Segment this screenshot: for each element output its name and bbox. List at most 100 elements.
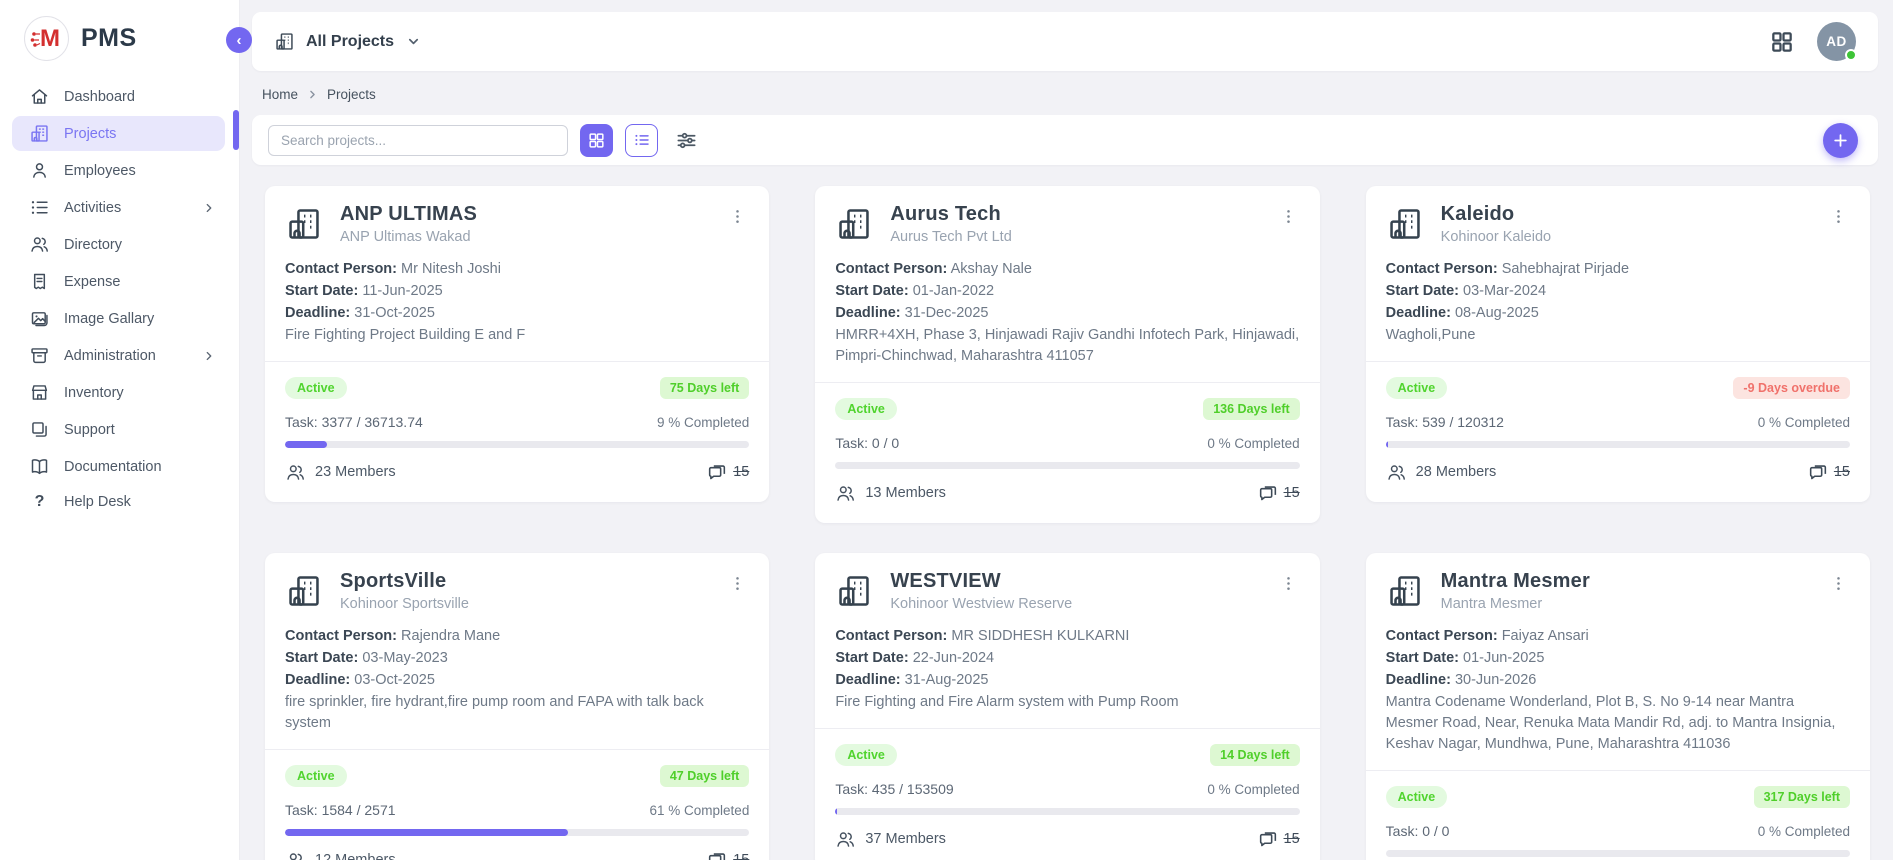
active-item-indicator — [233, 110, 239, 150]
sidebar-item-help-desk[interactable]: ? Help Desk — [12, 486, 225, 518]
project-description: Wagholi,Pune — [1385, 327, 1476, 343]
deadline-value: 08-Aug-2025 — [1454, 305, 1539, 321]
project-card[interactable]: WESTVIEW Kohinoor Westview Reserve Conta… — [815, 553, 1320, 860]
filter-sliders-icon[interactable] — [671, 125, 701, 155]
sidebar-item-employees[interactable]: Employees — [12, 153, 225, 188]
sidebar-item-projects[interactable]: Projects — [12, 116, 225, 151]
start-date-value: 11-Jun-2025 — [362, 283, 443, 299]
grid-view-button[interactable] — [580, 123, 613, 157]
progress-bar — [285, 441, 750, 448]
project-title: WESTVIEW — [890, 570, 1001, 592]
task-count: Task: 0 / 0 — [835, 435, 900, 451]
progress-fill — [285, 441, 327, 448]
sidebar-item-label: Dashboard — [64, 88, 135, 105]
book-icon — [29, 456, 50, 477]
sidebar-item-label: Help Desk — [64, 494, 131, 510]
sidebar-item-administration[interactable]: Administration — [12, 338, 225, 373]
chat-button[interactable]: 15 — [1807, 461, 1850, 483]
progress-bar — [835, 808, 1300, 815]
card-menu-button[interactable] — [1827, 570, 1850, 597]
project-card[interactable]: ANP ULTIMAS ANP Ultimas Wakad Contact Pe… — [265, 186, 770, 502]
card-menu-button[interactable] — [1277, 203, 1300, 230]
breadcrumb: Home Projects — [262, 87, 1878, 102]
progress-bar — [285, 829, 750, 836]
start-date-value: 01-Jun-2025 — [1463, 650, 1545, 666]
completed-percent: 0 % Completed — [1207, 781, 1300, 797]
deadline-value: 03-Oct-2025 — [354, 672, 435, 688]
people-icon — [29, 234, 50, 255]
sidebar-item-label: Inventory — [64, 384, 124, 401]
chat-button[interactable]: 15 — [1257, 828, 1300, 850]
members-icon — [1386, 462, 1407, 483]
sidebar-item-image-gallary[interactable]: Image Gallary — [12, 301, 225, 336]
sidebar-item-inventory[interactable]: Inventory — [12, 375, 225, 410]
apps-grid-icon[interactable] — [1769, 29, 1795, 55]
task-count: Task: 539 / 120312 — [1385, 414, 1504, 430]
status-badge: Active — [835, 744, 897, 766]
chevron-down-icon — [407, 35, 420, 48]
task-count: Task: 1584 / 2571 — [285, 802, 396, 818]
project-scope-selector[interactable]: All Projects — [274, 31, 420, 52]
start-date-label: Start Date: — [835, 650, 909, 666]
building-icon — [285, 572, 323, 610]
person-icon — [29, 160, 50, 181]
start-date-value: 22-Jun-2024 — [912, 650, 995, 666]
card-menu-button[interactable] — [726, 203, 749, 230]
sidebar-item-support[interactable]: Support — [12, 412, 225, 447]
sidebar-item-expense[interactable]: Expense — [12, 264, 225, 299]
projects-toolbar — [252, 115, 1878, 165]
project-description: fire sprinkler, fire hydrant,fire pump r… — [285, 694, 704, 731]
sidebar-item-activities[interactable]: Activities — [12, 190, 225, 225]
search-input[interactable] — [268, 124, 568, 156]
project-card[interactable]: Mantra Mesmer Mantra Mesmer Contact Pers… — [1365, 553, 1870, 860]
progress-bar — [1385, 441, 1850, 448]
project-subtitle: Kohinoor Westview Reserve — [890, 596, 1073, 612]
store-icon — [29, 382, 50, 403]
chevron-right-icon — [203, 202, 215, 214]
days-left-badge: 14 Days left — [1210, 744, 1300, 766]
deadline-label: Deadline: — [285, 672, 351, 688]
project-card[interactable]: SportsVille Kohinoor Sportsville Contact… — [265, 553, 770, 860]
sidebar: M PMS ‹ Dashboard Projects Employees Act… — [0, 0, 252, 860]
project-card[interactable]: Kaleido Kohinoor Kaleido Contact Person:… — [1365, 186, 1870, 502]
user-avatar[interactable]: AD — [1817, 22, 1857, 61]
list-view-button[interactable] — [625, 123, 658, 157]
project-subtitle: Aurus Tech Pvt Ltd — [890, 229, 1012, 245]
members-icon — [835, 829, 856, 850]
chevron-right-icon — [307, 89, 318, 100]
card-menu-button[interactable] — [1827, 203, 1850, 230]
contact-value: Rajendra Mane — [401, 628, 501, 644]
sidebar-item-dashboard[interactable]: Dashboard — [12, 79, 225, 114]
sidebar-item-documentation[interactable]: Documentation — [12, 449, 225, 484]
card-menu-button[interactable] — [1277, 570, 1300, 597]
sidebar-item-label: Employees — [64, 162, 136, 179]
card-menu-button[interactable] — [726, 570, 749, 597]
contact-label: Contact Person: — [835, 261, 948, 277]
project-description: Fire Fighting Project Building E and F — [285, 327, 526, 343]
sidebar-item-directory[interactable]: Directory — [12, 227, 225, 262]
contact-value: MR SIDDHESH KULKARNI — [951, 628, 1130, 644]
project-title: Aurus Tech — [890, 203, 1001, 225]
chat-count: 15 — [1833, 464, 1850, 480]
chat-button[interactable]: 15 — [1257, 482, 1300, 504]
status-badge: Active — [1385, 377, 1448, 399]
project-card[interactable]: Aurus Tech Aurus Tech Pvt Ltd Contact Pe… — [815, 186, 1320, 523]
chat-button[interactable]: 15 — [706, 461, 749, 483]
sidebar-collapse-button[interactable]: ‹ — [226, 27, 252, 53]
start-date-label: Start Date: — [835, 283, 909, 299]
task-count: Task: 3377 / 36713.74 — [285, 414, 423, 430]
deadline-label: Deadline: — [835, 672, 901, 688]
list-icon — [29, 197, 50, 218]
breadcrumb-home[interactable]: Home — [262, 87, 299, 102]
home-icon — [29, 86, 50, 107]
deadline-label: Deadline: — [1385, 305, 1451, 321]
chat-count: 15 — [733, 464, 750, 480]
sidebar-item-label: Support — [64, 421, 115, 438]
contact-label: Contact Person: — [1385, 261, 1498, 277]
members-count: 13 Members — [865, 485, 946, 501]
chat-button[interactable]: 15 — [706, 849, 749, 860]
start-date-value: 03-Mar-2024 — [1463, 283, 1547, 299]
add-project-button[interactable] — [1823, 122, 1858, 158]
sidebar-nav: Dashboard Projects Employees Activities … — [0, 79, 239, 518]
project-title: ANP ULTIMAS — [340, 203, 478, 225]
